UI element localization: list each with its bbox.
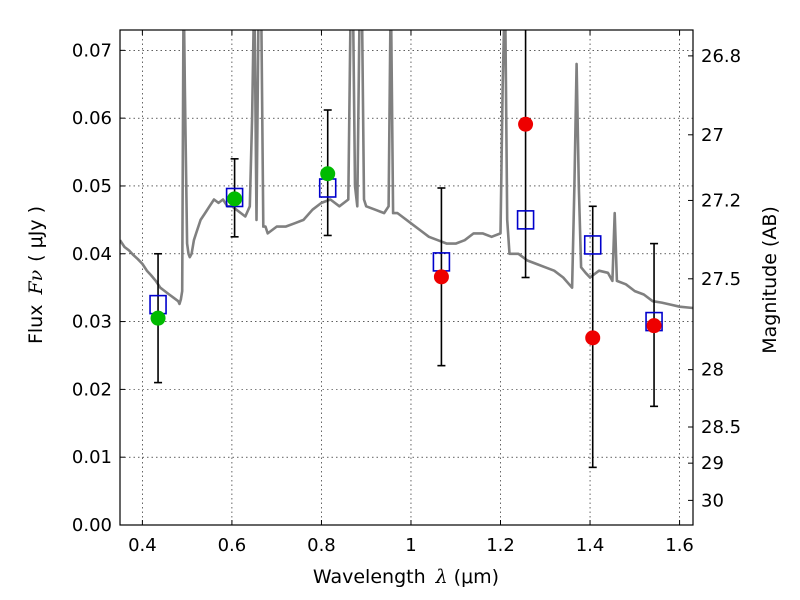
observed-photometry-point [227, 191, 243, 207]
model-spectrum-line [120, 30, 693, 310]
observed-photometry-point [518, 116, 534, 132]
observed-photometry-point [150, 310, 166, 326]
observed-photometry-point [646, 318, 662, 334]
model-photometry-square [583, 235, 602, 255]
x-tick-label: 1.4 [576, 535, 605, 556]
plot-area [120, 30, 693, 469]
x-tick-label: 0.8 [307, 535, 336, 556]
y-tick-label: 0.03 [72, 312, 112, 333]
x-tick-label: 1.6 [665, 535, 694, 556]
x-tick-label: 1.2 [486, 535, 515, 556]
x-tick-label: 1 [405, 535, 416, 556]
x-tick-label: 0.6 [218, 535, 247, 556]
model-photometry-square [225, 187, 244, 208]
ticks: 0.4 0.6 0.8 1 1.2 1.4 1.6 0.00 0.01 0.02 0.03 0.04 0… [72, 30, 741, 556]
y-tick-label: 0.04 [72, 244, 112, 265]
y-tick-label: 0.05 [72, 176, 112, 197]
y-axis-label: FluxFν( μJy ) [25, 206, 47, 344]
right-tick-label: 26.8 [701, 46, 741, 67]
observed-photometry-point [320, 166, 336, 182]
right-tick-label: 29 [701, 453, 724, 474]
x-tick-label: 0.4 [128, 535, 157, 556]
grid [120, 30, 693, 525]
right-tick-label: 28 [701, 360, 724, 381]
right-tick-label: 28.5 [701, 417, 741, 438]
right-axis-label: Magnitude (AB) [759, 206, 781, 354]
y-tick-label: 0.07 [72, 40, 112, 61]
y-tick-label: 0.01 [72, 447, 112, 468]
x-axis-label: Wavelength λ (μm) [313, 566, 499, 588]
right-tick-label: 30 [701, 490, 724, 511]
observed-photometry-point [433, 269, 449, 285]
right-tick-label: 27 [701, 125, 724, 146]
right-tick-label: 27.2 [701, 190, 741, 211]
y-tick-label: 0.02 [72, 379, 112, 400]
y-tick-label: 0.00 [72, 515, 112, 536]
model-photometry-square [516, 210, 535, 230]
y-tick-label: 0.06 [72, 108, 112, 129]
plot-frame [119, 29, 694, 526]
right-tick-label: 27.5 [701, 269, 741, 290]
observed-photometry-point [585, 330, 601, 346]
